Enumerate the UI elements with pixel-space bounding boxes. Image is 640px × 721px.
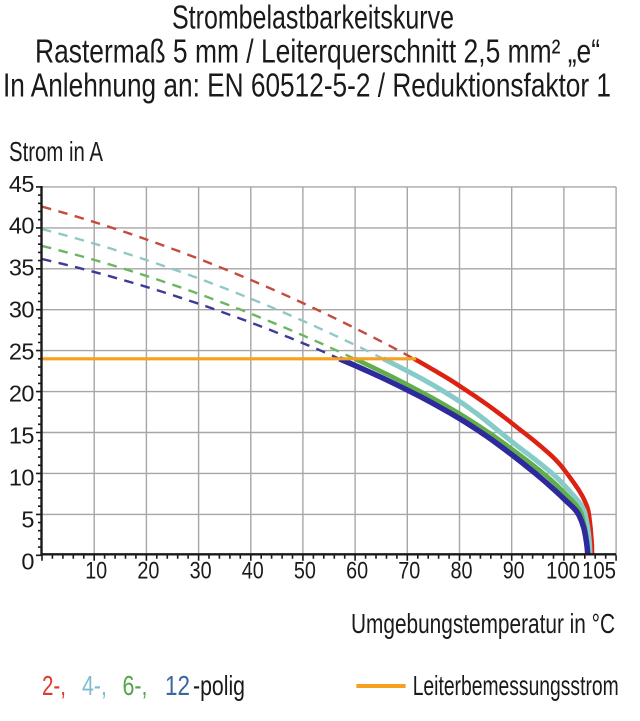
svg-text:40: 40 [242, 558, 264, 585]
svg-text:0: 0 [21, 548, 34, 574]
svg-text:2-,: 2-, [42, 670, 66, 701]
svg-text:10: 10 [9, 464, 35, 490]
svg-text:35: 35 [9, 255, 35, 281]
svg-text:80: 80 [451, 558, 473, 585]
svg-text:105: 105 [582, 558, 616, 585]
svg-text:6-,: 6-, [123, 670, 148, 701]
svg-text:Leiterbemessungsstrom: Leiterbemessungsstrom [413, 670, 619, 701]
svg-text:20: 20 [9, 381, 35, 407]
svg-text:70: 70 [398, 558, 420, 585]
svg-text:5: 5 [21, 506, 34, 532]
svg-text:Strombelastbarkeitskurve: Strombelastbarkeitskurve [172, 0, 454, 35]
svg-text:Umgebungstemperatur in °C: Umgebungstemperatur in °C [351, 608, 615, 639]
svg-text:90: 90 [503, 558, 525, 585]
svg-text:-polig: -polig [193, 670, 245, 701]
svg-text:40: 40 [9, 213, 35, 239]
svg-text:15: 15 [9, 423, 35, 449]
svg-text:50: 50 [294, 558, 316, 585]
svg-text:60: 60 [346, 558, 368, 585]
svg-text:In Anlehnung an: EN 60512-5-2: In Anlehnung an: EN 60512-5-2 / Reduktio… [3, 66, 611, 103]
svg-text:Rastermaß 5 mm / Leiterquersch: Rastermaß 5 mm / Leiterquerschnitt 2,5 m… [35, 32, 600, 69]
svg-text:30: 30 [190, 558, 212, 585]
svg-text:25: 25 [9, 339, 35, 365]
svg-text:10: 10 [85, 558, 107, 585]
svg-text:30: 30 [9, 297, 35, 323]
svg-text:20: 20 [137, 558, 159, 585]
svg-text:100: 100 [546, 558, 580, 585]
svg-text:4-,: 4-, [82, 670, 107, 701]
svg-text:Strom in A: Strom in A [9, 136, 103, 167]
svg-text:45: 45 [9, 171, 35, 197]
svg-text:12: 12 [165, 670, 190, 701]
